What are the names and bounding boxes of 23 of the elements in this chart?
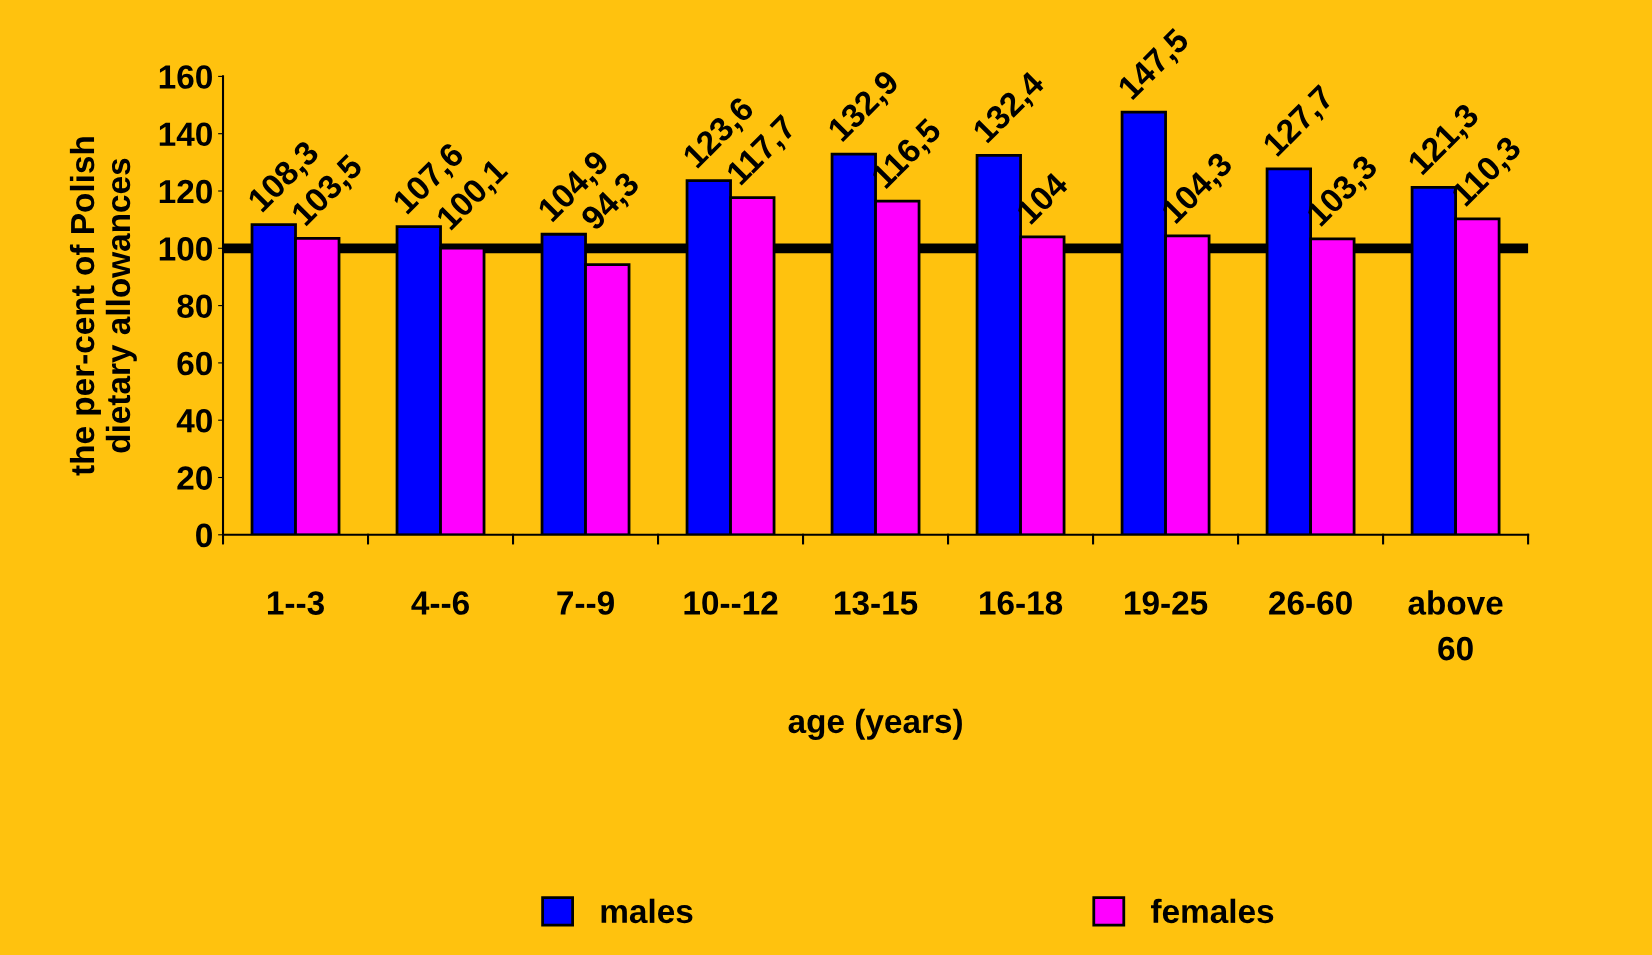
data-label: 104 [1015, 170, 1070, 225]
x-tick-label: 10--12 [684, 591, 778, 615]
y-tick-label: 140 [159, 122, 212, 147]
y-tick-label: 0 [196, 523, 212, 548]
y-axis-title: the per-cent of Polish dietary allowances [69, 137, 137, 476]
x-tick-label: 19-25 [1125, 591, 1208, 615]
x-tick-label: 4--6 [411, 591, 469, 615]
x-tick-label: 26-60 [1269, 591, 1352, 615]
x-axis-title: age (years) [788, 708, 962, 740]
legend-label: females [1151, 898, 1274, 924]
x-tick-label: 7--9 [557, 591, 614, 615]
y-tick-label: 120 [159, 179, 212, 204]
y-tick-label: 80 [177, 294, 212, 319]
legend-label: males [601, 898, 693, 924]
x-tick-label: 1--3 [267, 591, 324, 615]
y-tick-label: 100 [159, 237, 212, 261]
x-tick-label: 16-18 [980, 591, 1063, 615]
y-tick-label: 20 [177, 466, 212, 490]
x-tick-label: 13-15 [835, 591, 918, 615]
y-tick-label: 160 [159, 65, 212, 89]
y-tick-label: 60 [177, 351, 212, 376]
x-tick-label: above 60 [1408, 590, 1503, 661]
y-tick-label: 40 [176, 409, 212, 433]
